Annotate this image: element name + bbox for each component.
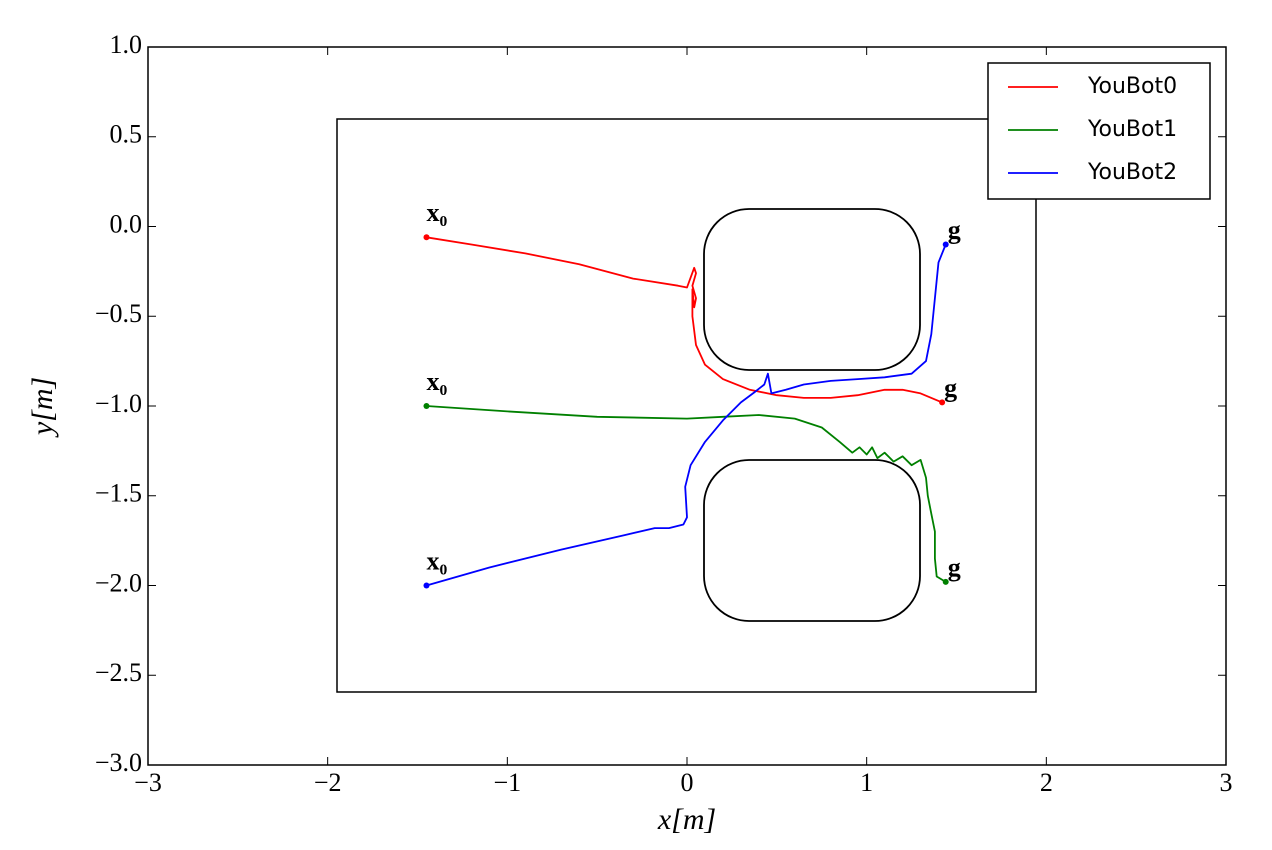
x-tick-label: −2 [314, 768, 342, 797]
obstacle [703, 208, 921, 371]
x-tick-label: −3 [134, 768, 162, 797]
x-axis-label: x[m] [657, 803, 716, 836]
x-tick-label: −1 [493, 768, 521, 797]
start-label: x₀ [426, 367, 447, 396]
start-label: x₀ [426, 546, 447, 575]
start-point [423, 582, 430, 589]
legend-label: YouBot1 [1087, 117, 1177, 142]
x-tick-label: 3 [1220, 768, 1233, 797]
y-tick-label: 1.0 [110, 30, 143, 59]
y-tick-label: −2.5 [95, 658, 142, 687]
legend-label: YouBot0 [1087, 74, 1177, 99]
x-tick-label: 0 [681, 768, 694, 797]
y-tick-label: −3.0 [95, 748, 142, 777]
trajectory [426, 405, 947, 583]
goal-point [942, 578, 949, 585]
goal-label: g [948, 553, 961, 582]
y-tick-label: −2.0 [95, 568, 142, 597]
workspace-boundary [336, 118, 1037, 693]
y-tick-label: −1.0 [95, 389, 142, 418]
start-point [423, 403, 430, 409]
y-axis-label: y[m] [26, 377, 59, 438]
goal-point [939, 399, 946, 406]
goal-label: g [948, 215, 961, 244]
obstacle [703, 459, 921, 622]
y-tick-label: 0.0 [110, 209, 143, 238]
legend-label: YouBot2 [1087, 160, 1177, 185]
start-point [423, 234, 430, 241]
x-tick-label: 2 [1040, 768, 1053, 797]
trajectory [426, 236, 943, 404]
start-label: x₀ [426, 198, 447, 227]
y-tick-label: −1.5 [95, 479, 142, 508]
goal-point [942, 241, 949, 248]
trajectory [426, 244, 947, 587]
x-tick-label: 1 [860, 768, 873, 797]
y-tick-label: 0.5 [110, 120, 143, 149]
legend [987, 62, 1211, 200]
y-tick-label: −0.5 [95, 299, 142, 328]
goal-label: g [944, 373, 957, 402]
